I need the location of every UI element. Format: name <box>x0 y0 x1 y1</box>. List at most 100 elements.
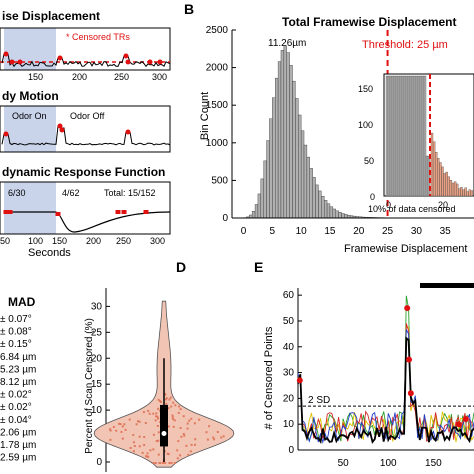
panel-e: E # of Censored Points 0 10 20 30 40 50 60 50 1… <box>254 259 474 469</box>
violin-point <box>168 462 171 464</box>
panel-b-label: B <box>184 1 194 17</box>
hist-bar <box>275 77 279 219</box>
b-xtick-label: 5 <box>270 226 276 237</box>
violin-point <box>163 393 166 395</box>
inset-xtick-0: 0 <box>386 200 391 210</box>
inset-bar <box>423 75 427 197</box>
peak-dot <box>407 390 414 397</box>
mad-value: ± 0.07° <box>0 314 32 325</box>
inset-ytick-0: 0 <box>370 192 375 202</box>
violin-point <box>149 449 152 452</box>
panel-e-traces <box>297 295 474 445</box>
violin-point <box>146 455 149 458</box>
mad-value: 2.59 µm <box>0 453 36 464</box>
panel-d-ylabel: Percent of Scan Censored (%) <box>84 318 95 454</box>
violin-point <box>143 444 146 446</box>
hist-bar <box>306 156 310 219</box>
a3-tick-300: 300 <box>150 236 165 246</box>
b-ytick-label: 0 <box>222 213 228 224</box>
censor-dot <box>147 59 153 65</box>
violin-point <box>124 428 127 431</box>
violin-point <box>190 443 193 446</box>
d-ytick-label: 30 <box>91 301 103 312</box>
peak-dot <box>296 377 303 384</box>
inset-bar-censored <box>466 191 469 197</box>
d-ytick-label: 25 <box>91 327 103 338</box>
inset-bar-censored <box>453 181 457 197</box>
b-xtick-label: 35 <box>440 226 452 237</box>
inset-bar-censored <box>445 171 448 197</box>
inset-bar-censored <box>458 188 461 197</box>
mad-value: 2.06 µm <box>0 427 36 438</box>
inset-bar-censored <box>462 189 465 197</box>
violin-point <box>155 440 158 443</box>
violin-point <box>172 425 175 428</box>
violin-point <box>185 444 188 447</box>
inset-bar <box>417 75 421 197</box>
violin-point <box>189 450 192 453</box>
inset-bar-censored <box>443 173 446 197</box>
violin-point <box>168 398 171 401</box>
violin-point <box>142 411 145 414</box>
sub2-trace <box>1 124 171 146</box>
peak-dot <box>462 416 469 423</box>
peak-dot <box>404 305 411 312</box>
violin-point <box>154 419 157 422</box>
panel-e-ylabel: # of Censored Points <box>263 326 275 429</box>
sd-label: 2 SD <box>308 395 330 406</box>
hist-bar <box>303 144 308 219</box>
violin-point <box>120 431 123 433</box>
violin-point <box>119 423 122 426</box>
a3-tick-200: 200 <box>86 236 101 246</box>
censor-dot <box>3 131 9 137</box>
violin-point <box>133 445 136 447</box>
inset-ytick-150: 150 <box>358 84 373 94</box>
inset-bar-censored <box>439 162 442 197</box>
hist-bar <box>289 65 293 219</box>
violin-point <box>170 462 173 464</box>
mad-values: ± 0.07° ± 0.08°± 0.15° 6.84 µm5.23 µm 8.12 … <box>0 314 36 464</box>
total-count-label: Total: 15/152 <box>104 188 156 198</box>
violin-point <box>152 462 155 464</box>
violin-point <box>160 401 162 403</box>
b-xtick-label: 10 <box>296 226 308 237</box>
hist-bar <box>326 203 331 219</box>
e-ytick-label: 20 <box>283 393 295 404</box>
violin-point <box>194 438 197 441</box>
sub1-trace <box>1 53 171 68</box>
violin-point <box>112 426 115 428</box>
violin-point <box>187 453 190 456</box>
odor-on-label: Odor On <box>12 111 47 121</box>
violin-point <box>216 431 219 433</box>
inset-bars <box>385 75 474 197</box>
inset-bar-censored <box>460 187 463 197</box>
box-median <box>161 430 167 436</box>
violin-point <box>115 429 118 432</box>
inset-bar-censored <box>435 152 438 197</box>
hist-bar <box>269 118 273 219</box>
violin-point <box>141 451 144 454</box>
violin-point <box>159 462 162 464</box>
inset-bar <box>393 75 397 197</box>
mad-value: 1.78 µm <box>0 440 36 451</box>
a1-tick-250: 250 <box>114 72 129 82</box>
violin-point <box>154 462 157 464</box>
censor-mark <box>7 210 13 214</box>
violin-point <box>213 438 216 441</box>
panel-b-xticks: 0 5 10 15 20 25 30 35 <box>241 226 451 237</box>
violin-point <box>169 396 172 399</box>
censor-dot <box>57 55 63 61</box>
inset-bar-censored <box>447 176 450 197</box>
inset-bar <box>403 75 407 197</box>
violin-point <box>132 433 135 436</box>
hist-bar <box>341 213 345 219</box>
hist-bar <box>292 80 296 219</box>
violin-point <box>173 462 176 464</box>
violin-point <box>145 455 148 458</box>
violin-point <box>167 453 170 456</box>
panel-e-yticks: 0 10 20 30 40 50 60 <box>283 290 302 456</box>
violin-point <box>138 435 141 438</box>
violin-point <box>176 449 179 452</box>
censored-legend: * Censored TRs <box>66 32 130 42</box>
violin-point <box>166 452 169 455</box>
